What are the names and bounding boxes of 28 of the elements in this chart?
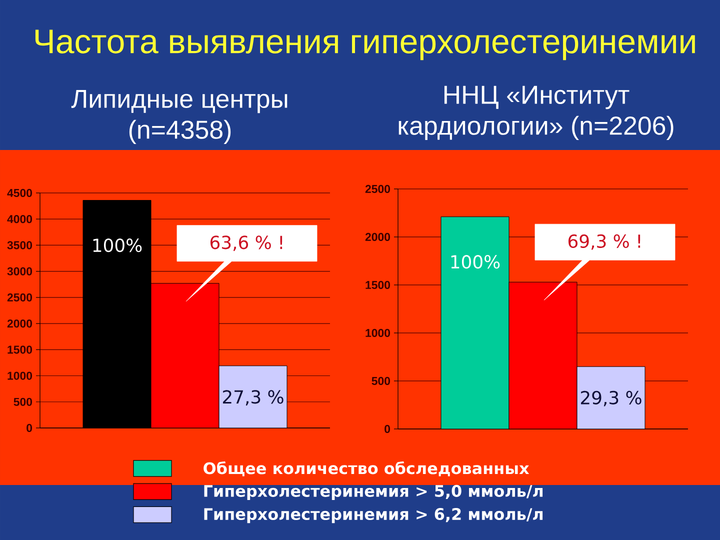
y-tick-label: 3500 [7,241,32,250]
y-tick-label: 2000 [365,232,390,242]
y-tick-label: 500 [372,376,390,386]
y-tick-label: 4500 [7,188,32,198]
legend-label: Гиперхолестеринемия > 5,0 ммоль/л [204,484,543,500]
y-tick-label: 1000 [366,328,390,338]
y-tick-label: 1500 [366,280,390,290]
legend-label: Общее количество обследованных [204,461,530,476]
y-tick-label: 3000 [7,267,32,276]
y-tick-label: 2500 [365,184,390,194]
annotation: 27,3 % [222,390,284,406]
y-tick-label: 0 [26,424,32,432]
y-tick-label: 2000 [7,319,32,328]
y-tick-label: 500 [14,398,32,406]
chart-title: Частота выявления гиперхолестеринемии [35,30,695,60]
chart-subtitle: ННЦ «Институт кардиологии» (n=2206) [398,86,674,140]
annotation: 69,3 % ! [568,234,640,250]
legend-label: Гиперхолестеринемия > 6,2 ммоль/л [204,508,543,524]
annotation: 100% [93,238,142,252]
y-tick-label: 1500 [8,346,32,354]
y-tick-label: 1000 [8,372,32,380]
chart-subtitle: Липидные центры (n=4358) [71,90,288,144]
y-tick-label: 0 [384,424,390,434]
annotation: 63,6 % ! [210,236,282,252]
y-tick-label: 2500 [7,293,32,302]
y-tick-label: 4000 [7,215,32,224]
annotation: 100% [451,255,500,269]
annotation: 29,3 % [580,390,642,406]
